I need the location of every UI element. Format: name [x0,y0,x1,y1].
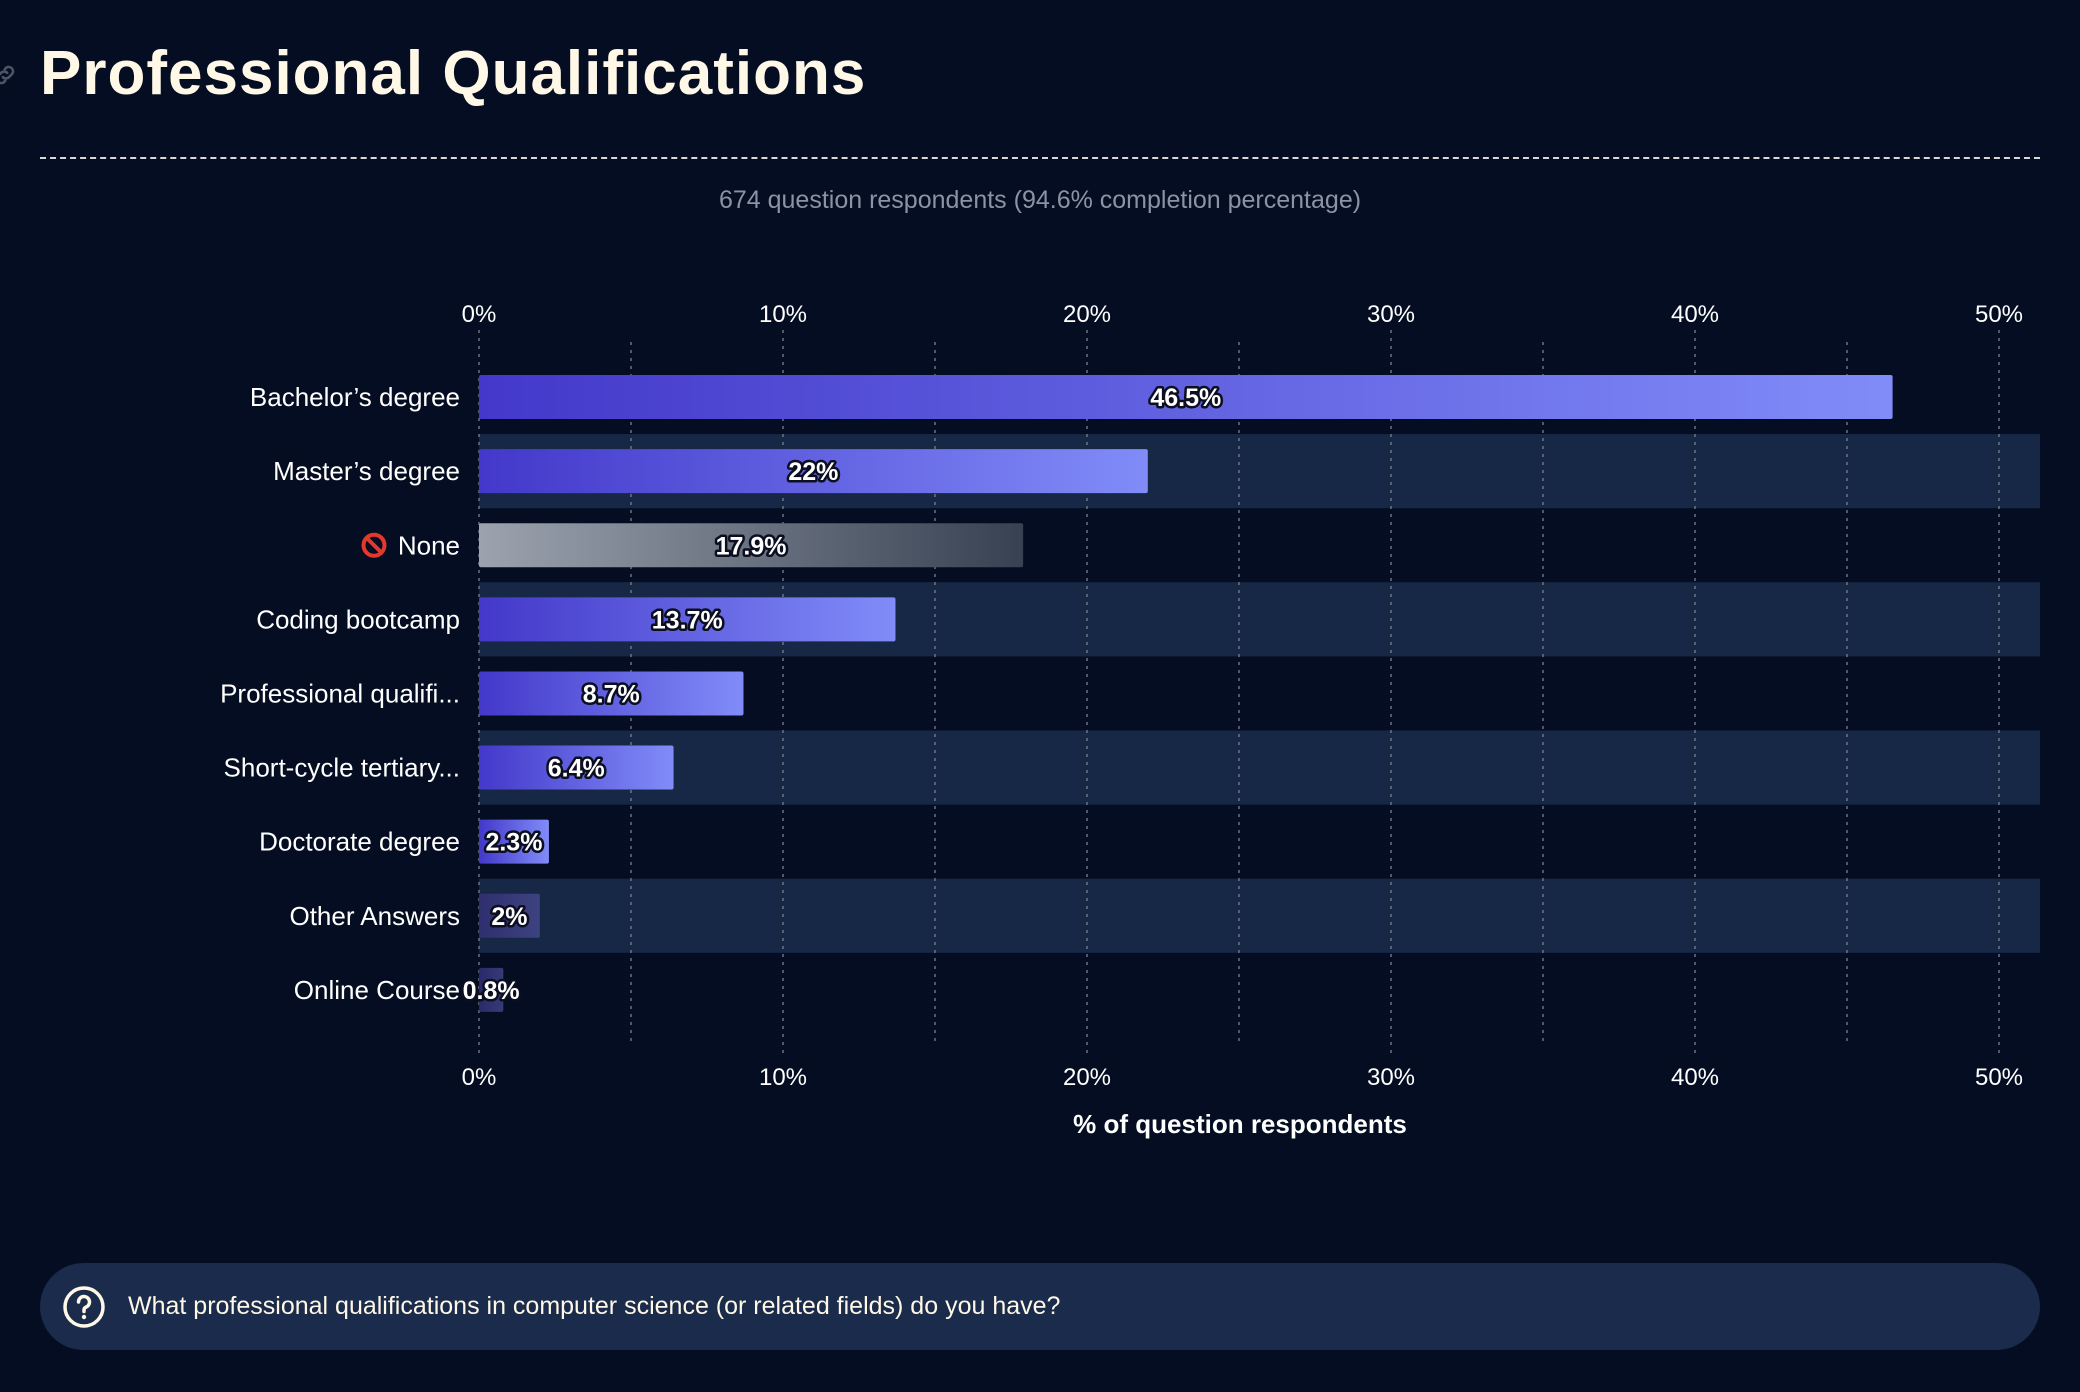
bar [479,893,540,938]
x-tick-label-top: 40% [1671,301,1719,328]
value-label: 2% [491,903,527,931]
x-tick-label-top: 10% [759,301,807,328]
link-icon[interactable] [0,62,18,88]
x-axis-label: % of question respondents [1073,1109,1407,1139]
value-label: 8.7% [583,680,640,708]
row-band [479,878,2040,953]
x-tick-label-bottom: 50% [1975,1064,2023,1091]
row-band [479,730,2040,805]
value-label: 0.8% [463,977,520,1005]
category-label: Short-cycle tertiary... [224,753,460,783]
question-text: What professional qualifications in comp… [128,1292,1061,1320]
x-tick-label-bottom: 0% [462,1064,497,1091]
x-tick-label-top: 50% [1975,301,2023,328]
category-label: Doctorate degree [259,827,460,857]
category-label: Coding bootcamp [256,604,460,634]
prohibited-slash [365,536,383,554]
bar [479,745,674,790]
category-label: Online Course [294,975,460,1005]
bar [479,523,1024,568]
bar [479,671,744,716]
value-label: 13.7% [652,606,723,634]
bar [479,819,549,864]
respondents-subtitle: 674 question respondents (94.6% completi… [0,186,2080,215]
x-tick-label-bottom: 40% [1671,1064,1719,1091]
value-label: 22% [788,458,838,486]
question-box: What professional qualifications in comp… [40,1263,2040,1350]
category-label: Bachelor’s degree [250,382,460,412]
x-tick-label-bottom: 20% [1063,1064,1111,1091]
x-tick-label-top: 30% [1367,301,1415,328]
subtitle-text: 674 question respondents (94.6% completi… [718,186,1362,214]
prohibited-circle [361,532,387,558]
x-tick-label-top: 20% [1063,301,1111,328]
bar [479,375,1893,420]
x-tick-label-bottom: 30% [1367,1064,1415,1091]
category-label: Master’s degree [273,456,460,486]
value-label: 17.9% [716,532,787,560]
prohibited-icon [361,532,387,558]
x-tick-label-top: 0% [462,301,497,328]
bar [479,449,1148,494]
page-title: Professional Qualifications [40,39,867,108]
question-circle-icon [63,1285,105,1328]
category-label: Other Answers [289,901,460,931]
title-divider [40,157,2040,159]
value-label: 6.4% [548,755,605,783]
value-label: 46.5% [1150,384,1221,412]
bar [479,597,896,642]
bar [479,967,504,1012]
category-label: Professional qualifi... [220,678,460,708]
category-label: None [398,530,460,560]
value-label: 2.3% [485,829,542,857]
x-tick-label-bottom: 10% [759,1064,807,1091]
